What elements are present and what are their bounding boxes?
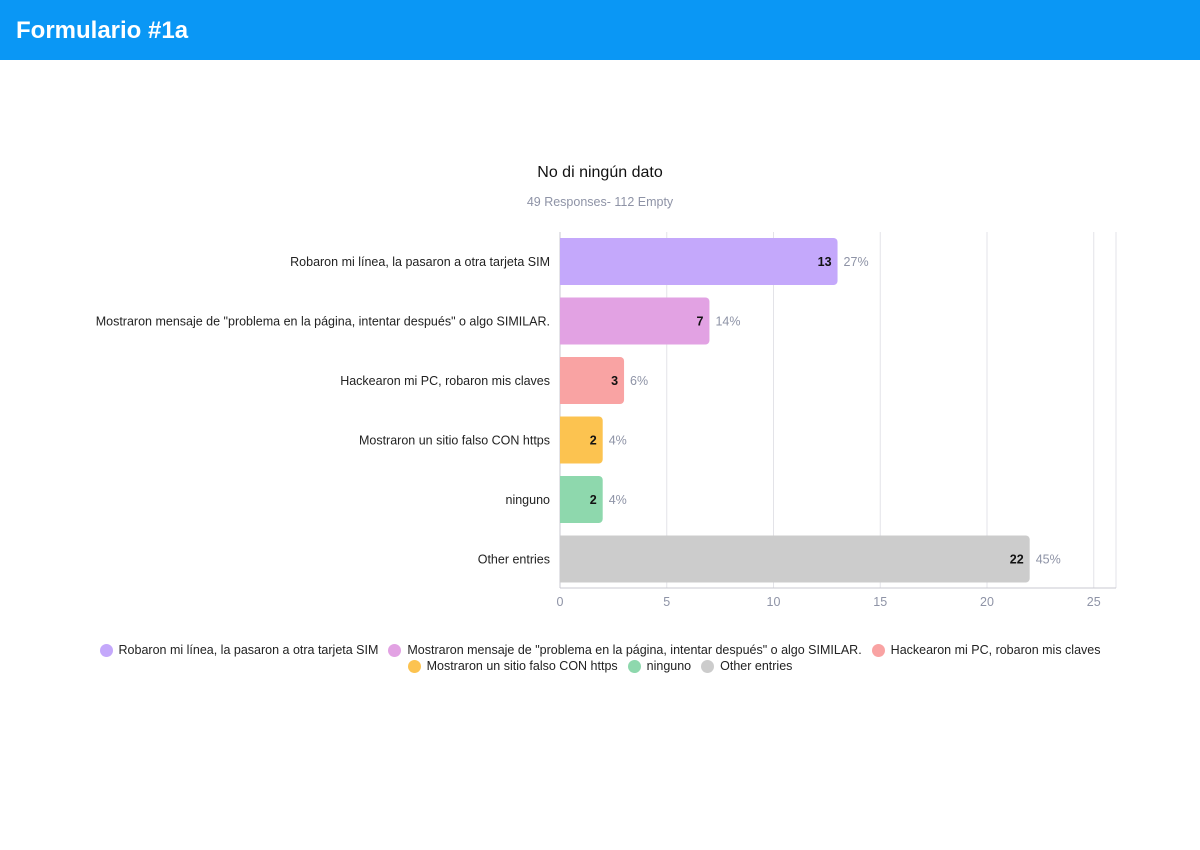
y-category-label: Other entries bbox=[478, 553, 550, 567]
y-category-label: Hackearon mi PC, robaron mis claves bbox=[340, 374, 550, 388]
bar-percent-label: 45% bbox=[1036, 553, 1061, 567]
x-tick-label: 10 bbox=[767, 595, 781, 609]
x-tick-label: 25 bbox=[1087, 595, 1101, 609]
legend-label: Mostraron un sitio falso CON https bbox=[426, 659, 618, 673]
legend-dot-icon bbox=[388, 643, 402, 657]
legend-item: Mostraron un sitio falso CON https bbox=[407, 658, 618, 674]
bar bbox=[560, 535, 1030, 583]
legend-item: Other entries bbox=[701, 658, 792, 674]
bar-percent-label: 14% bbox=[715, 315, 740, 329]
page-title: Formulario #1a bbox=[16, 17, 189, 44]
legend-label: Other entries bbox=[720, 659, 793, 673]
chart-title: No di ningún dato bbox=[537, 164, 663, 181]
bar-value-label: 2 bbox=[590, 493, 597, 507]
bar-left-edge bbox=[560, 238, 566, 285]
legend-item: Hackearon mi PC, robaron mis claves bbox=[871, 642, 1101, 658]
legend-label: Hackearon mi PC, robaron mis claves bbox=[890, 643, 1101, 657]
y-category-label: Mostraron un sitio falso CON https bbox=[359, 434, 550, 448]
bar-value-label: 3 bbox=[611, 374, 618, 388]
y-category-label: Mostraron mensaje de "problema en la pág… bbox=[96, 315, 550, 329]
bar bbox=[560, 297, 710, 345]
bar-left-edge bbox=[560, 297, 566, 345]
x-tick-label: 15 bbox=[873, 595, 887, 609]
bar-left-edge bbox=[560, 357, 566, 404]
x-tick-label: 5 bbox=[663, 595, 670, 609]
legend-label: ninguno bbox=[646, 659, 692, 673]
bar-left-edge bbox=[560, 416, 566, 464]
bar-percent-label: 4% bbox=[609, 434, 627, 448]
header-bar: Formulario #1a bbox=[0, 0, 1200, 60]
bar bbox=[560, 476, 603, 523]
bar-value-label: 2 bbox=[590, 434, 597, 448]
bar-percent-label: 27% bbox=[844, 255, 869, 269]
y-category-label: Robaron mi línea, la pasaron a otra tarj… bbox=[290, 255, 550, 269]
bar-percent-label: 4% bbox=[609, 493, 627, 507]
legend-dot-icon bbox=[407, 659, 421, 673]
bar-percent-label: 6% bbox=[630, 374, 648, 388]
legend-label: Mostraron mensaje de "problema en la pág… bbox=[407, 643, 862, 657]
legend-label: Robaron mi línea, la pasaron a otra tarj… bbox=[118, 643, 379, 657]
y-category-label: ninguno bbox=[506, 493, 551, 507]
legend-item: Mostraron mensaje de "problema en la pág… bbox=[388, 642, 862, 658]
legend-dot-icon bbox=[627, 659, 641, 673]
bar-left-edge bbox=[560, 476, 566, 523]
chart-legend: Robaron mi línea, la pasaron a otra tarj… bbox=[60, 642, 1140, 674]
x-tick-label: 0 bbox=[557, 595, 564, 609]
legend-item: Robaron mi línea, la pasaron a otra tarj… bbox=[99, 642, 379, 658]
bar-left-edge bbox=[560, 535, 566, 583]
legend-dot-icon bbox=[871, 643, 885, 657]
bar bbox=[560, 416, 603, 464]
bar-value-label: 7 bbox=[696, 315, 703, 329]
legend-dot-icon bbox=[99, 643, 113, 657]
legend-dot-icon bbox=[701, 659, 715, 673]
bar bbox=[560, 238, 838, 285]
bar-value-label: 22 bbox=[1010, 553, 1024, 567]
x-tick-label: 20 bbox=[980, 595, 994, 609]
legend-item: ninguno bbox=[627, 658, 692, 674]
bar bbox=[560, 357, 625, 404]
bar-value-label: 13 bbox=[818, 255, 832, 269]
chart-subtitle: 49 Responses- 112 Empty bbox=[526, 195, 674, 209]
